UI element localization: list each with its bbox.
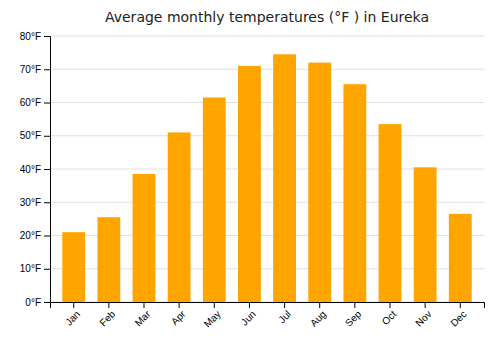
tick-label: 60°F [20, 97, 41, 108]
tick-label: 20°F [20, 230, 41, 241]
tick-label: Jul [276, 308, 293, 325]
bar [379, 124, 402, 302]
bars [62, 54, 471, 302]
tick: 80°F [20, 31, 50, 42]
bar [133, 174, 156, 302]
tick: Sep [343, 302, 364, 329]
plot: 0°F 10°F 20°F 30°F 40°F 50°F 60°F 70°F 80°F Jan Fe… [20, 31, 485, 330]
grid-line [50, 102, 484, 103]
tick: 50°F [20, 130, 50, 141]
tick-mark [73, 302, 74, 308]
bar [449, 214, 472, 302]
tick: Oct [380, 302, 399, 327]
tick-label: Nov [413, 308, 433, 328]
tick-label: 70°F [20, 64, 41, 75]
tick-mark [44, 36, 50, 37]
bar [343, 84, 366, 302]
bar [97, 217, 120, 302]
tick: 30°F [20, 197, 50, 208]
tick-mark [214, 302, 215, 308]
tick-mark [425, 302, 426, 308]
grid [50, 36, 484, 302]
tick: Nov [413, 302, 433, 329]
tick: May [202, 302, 223, 330]
tick-mark [460, 302, 461, 308]
tick-mark [44, 302, 50, 303]
tick-mark [249, 302, 250, 308]
tick-label: 10°F [20, 263, 41, 274]
title: Average monthly temperatures (°F ) in Eu… [105, 9, 429, 25]
tick: 0°F [25, 297, 50, 308]
tick-mark [44, 202, 50, 203]
tick-label: May [202, 308, 223, 329]
tick-mark [284, 302, 285, 308]
bar [168, 132, 191, 302]
bar [62, 232, 85, 302]
tick-mark [319, 302, 320, 308]
tick-label: Jun [239, 308, 258, 327]
tick-label: Aug [308, 308, 328, 328]
tick: Jul [276, 302, 293, 325]
tick-mark [354, 302, 355, 308]
tick: Jan [63, 302, 82, 328]
tick-mark [44, 236, 50, 237]
tick-label: Mar [133, 308, 153, 328]
tick-mark [44, 69, 50, 70]
tick-mark [389, 302, 390, 308]
tick: Feb [97, 302, 117, 328]
tick-label: 0°F [25, 297, 41, 308]
tick-label: Dec [448, 308, 468, 328]
tick-label: 40°F [20, 164, 41, 175]
tick-mark [144, 302, 145, 308]
grid-line [50, 36, 484, 37]
bar [308, 63, 331, 302]
bar [273, 54, 296, 302]
tick-label: Apr [169, 308, 188, 327]
tick-label: Feb [97, 308, 117, 328]
tick: 40°F [20, 164, 50, 175]
tick: 20°F [20, 230, 50, 241]
bar [203, 98, 226, 302]
tick-mark [44, 169, 50, 170]
tick: Dec [448, 302, 468, 329]
tick: Apr [169, 302, 188, 327]
tick: Aug [308, 302, 328, 329]
grid-line [50, 69, 484, 70]
tick-label: 50°F [20, 130, 41, 141]
bar [238, 66, 261, 302]
tick-label: 30°F [20, 197, 41, 208]
tick: Jun [239, 302, 258, 328]
tick-label: 80°F [20, 31, 41, 42]
tick: Mar [133, 302, 153, 328]
tick-mark [44, 136, 50, 137]
tick: 10°F [20, 263, 50, 274]
tick: 60°F [20, 97, 50, 108]
bar [414, 167, 437, 302]
tick-mark [108, 302, 109, 308]
tick-mark [179, 302, 180, 308]
grid-line [50, 135, 484, 136]
tick-mark [44, 269, 50, 270]
tick-label: Jan [63, 308, 82, 327]
axis-line [44, 37, 51, 303]
x-axis: Jan Feb Mar Apr May Jun Jul Aug Sep Oct Nov Dec [51, 302, 485, 330]
axis-line [51, 303, 485, 309]
tick-mark [44, 103, 50, 104]
tick: 70°F [20, 64, 50, 75]
y-axis: 0°F 10°F 20°F 30°F 40°F 50°F 60°F 70°F 80°F [20, 31, 51, 308]
tick-label: Sep [343, 308, 364, 329]
tick-label: Oct [380, 308, 399, 327]
chart: 0°F 10°F 20°F 30°F 40°F 50°F 60°F 70°F 80°F Jan Fe… [0, 0, 500, 350]
